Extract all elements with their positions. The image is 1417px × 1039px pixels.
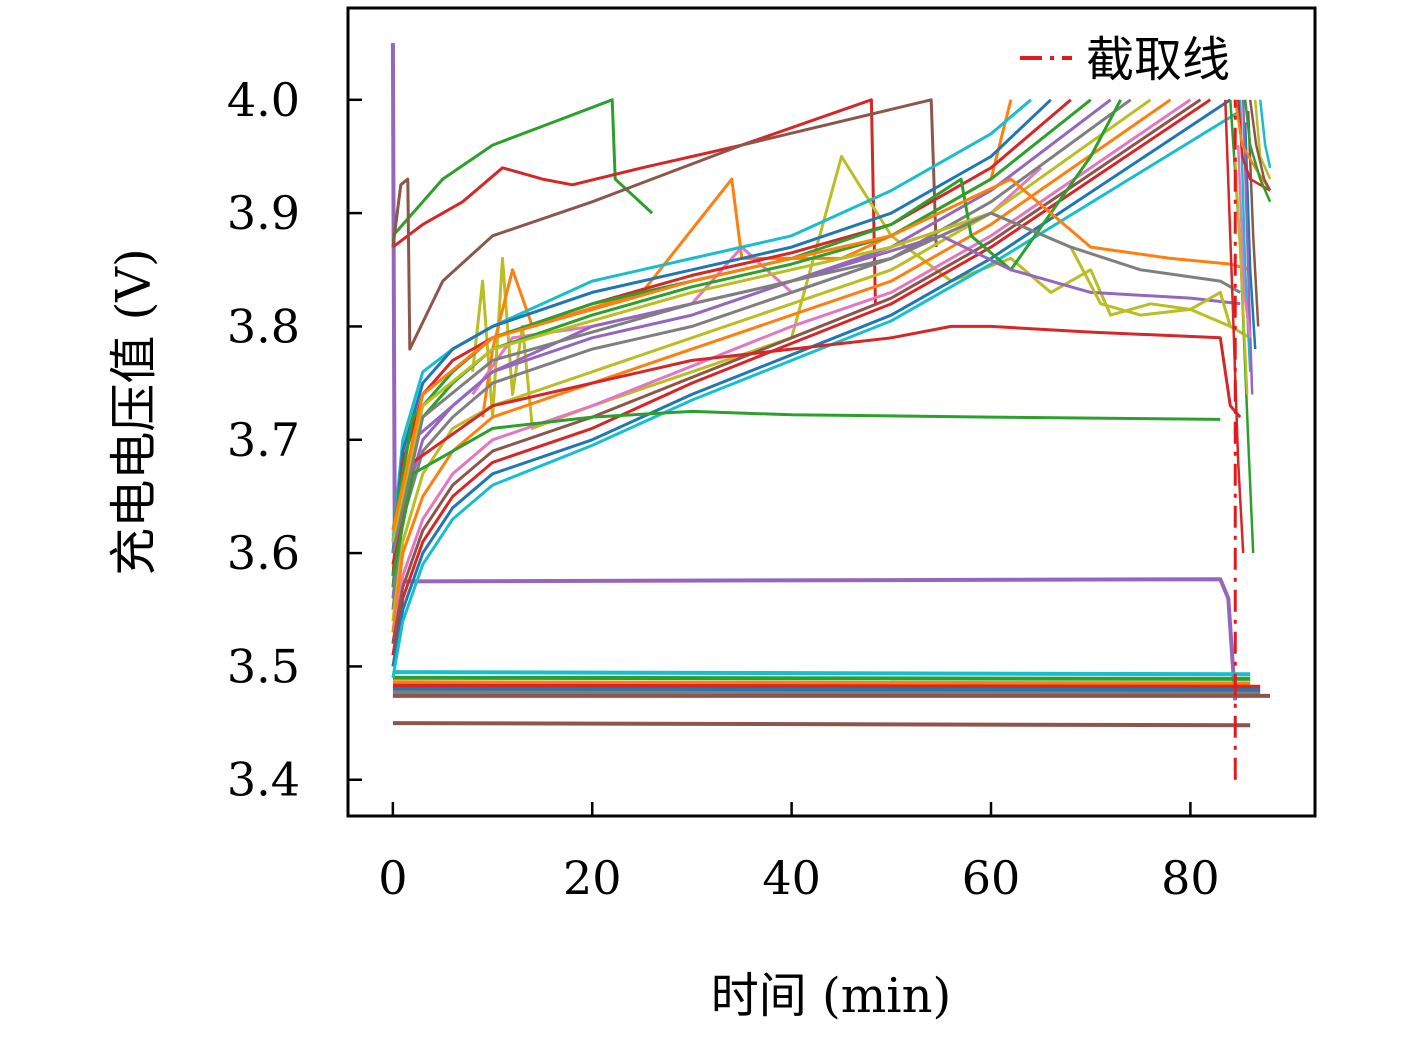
- charge-series-line-7: [391, 98, 1052, 554]
- y-tick-label: 3.4: [227, 753, 300, 807]
- y-tick-label: 3.8: [227, 299, 300, 353]
- charge-series-line-21: [391, 409, 1221, 577]
- tail-series-line-3: [1233, 156, 1249, 395]
- tail-series-line-11: [1253, 99, 1272, 180]
- charge-series-line-20: [391, 324, 1242, 565]
- flat-series-line-3: [392, 675, 1251, 681]
- y-tick-label: 3.9: [227, 186, 300, 240]
- charge-series-line-14: [391, 98, 1192, 644]
- y-tick-label: 3.5: [227, 639, 300, 693]
- x-tick-label: 80: [1161, 851, 1220, 905]
- x-tick-label: 0: [378, 851, 407, 905]
- flat-series-line-0: [390, 43, 1238, 701]
- flat-series-line-4: [392, 680, 1251, 686]
- charge-series-line-16: [391, 98, 1232, 667]
- flat-series-line-7: [392, 690, 1261, 696]
- x-axis-ticks: 0 20 40 60 80: [378, 802, 1220, 905]
- flat-series-line-6: [392, 687, 1261, 693]
- tail-series-line-12: [1258, 99, 1272, 169]
- flat-series-line-5: [392, 683, 1261, 689]
- y-axis-ticks: 3.4 3.5 3.6 3.7 3.8 3.9 4.0: [227, 73, 362, 807]
- charge-series-line-12: [391, 98, 1152, 622]
- y-tick-label: 4.0: [227, 73, 300, 127]
- flat-series-line-1: [392, 721, 1251, 728]
- legend-label-cutoff: 截取线: [1086, 32, 1230, 88]
- flat-series-line-2: [392, 670, 1251, 677]
- tail-series-line-1: [1224, 99, 1245, 554]
- series-layer: [390, 43, 1272, 728]
- y-tick-label: 3.7: [227, 413, 300, 467]
- tail-series-line-9: [1233, 99, 1272, 192]
- charge-series-line-6: [391, 98, 1032, 542]
- charge-series-line-0: [391, 98, 654, 237]
- charge-series-line-15: [391, 98, 1212, 656]
- charge-series-line-2: [391, 98, 938, 351]
- tail-series-line-7: [1236, 145, 1252, 338]
- charge-series-line-18: [391, 109, 1241, 678]
- x-tick-label: 40: [762, 851, 821, 905]
- tail-series-line-5: [1246, 111, 1260, 327]
- x-axis-title: 时间 (min): [711, 968, 952, 1024]
- tail-series-line-10: [1243, 99, 1272, 203]
- charge-series-line-24: [391, 211, 1241, 554]
- x-tick-label: 20: [563, 851, 622, 905]
- charge-series-line-1: [391, 98, 877, 304]
- y-axis-title: 充电电压值 (V): [106, 248, 162, 575]
- legend: 截取线: [1020, 32, 1230, 88]
- charge-series-line-10: [391, 98, 1112, 599]
- plot-frame: [346, 6, 1317, 818]
- charge-series-line-25: [391, 177, 1251, 531]
- charge-series-line-22: [391, 234, 1241, 554]
- x-tick-label: 60: [962, 851, 1021, 905]
- tail-series-line-13: [1248, 99, 1272, 192]
- y-tick-label: 3.6: [227, 526, 300, 580]
